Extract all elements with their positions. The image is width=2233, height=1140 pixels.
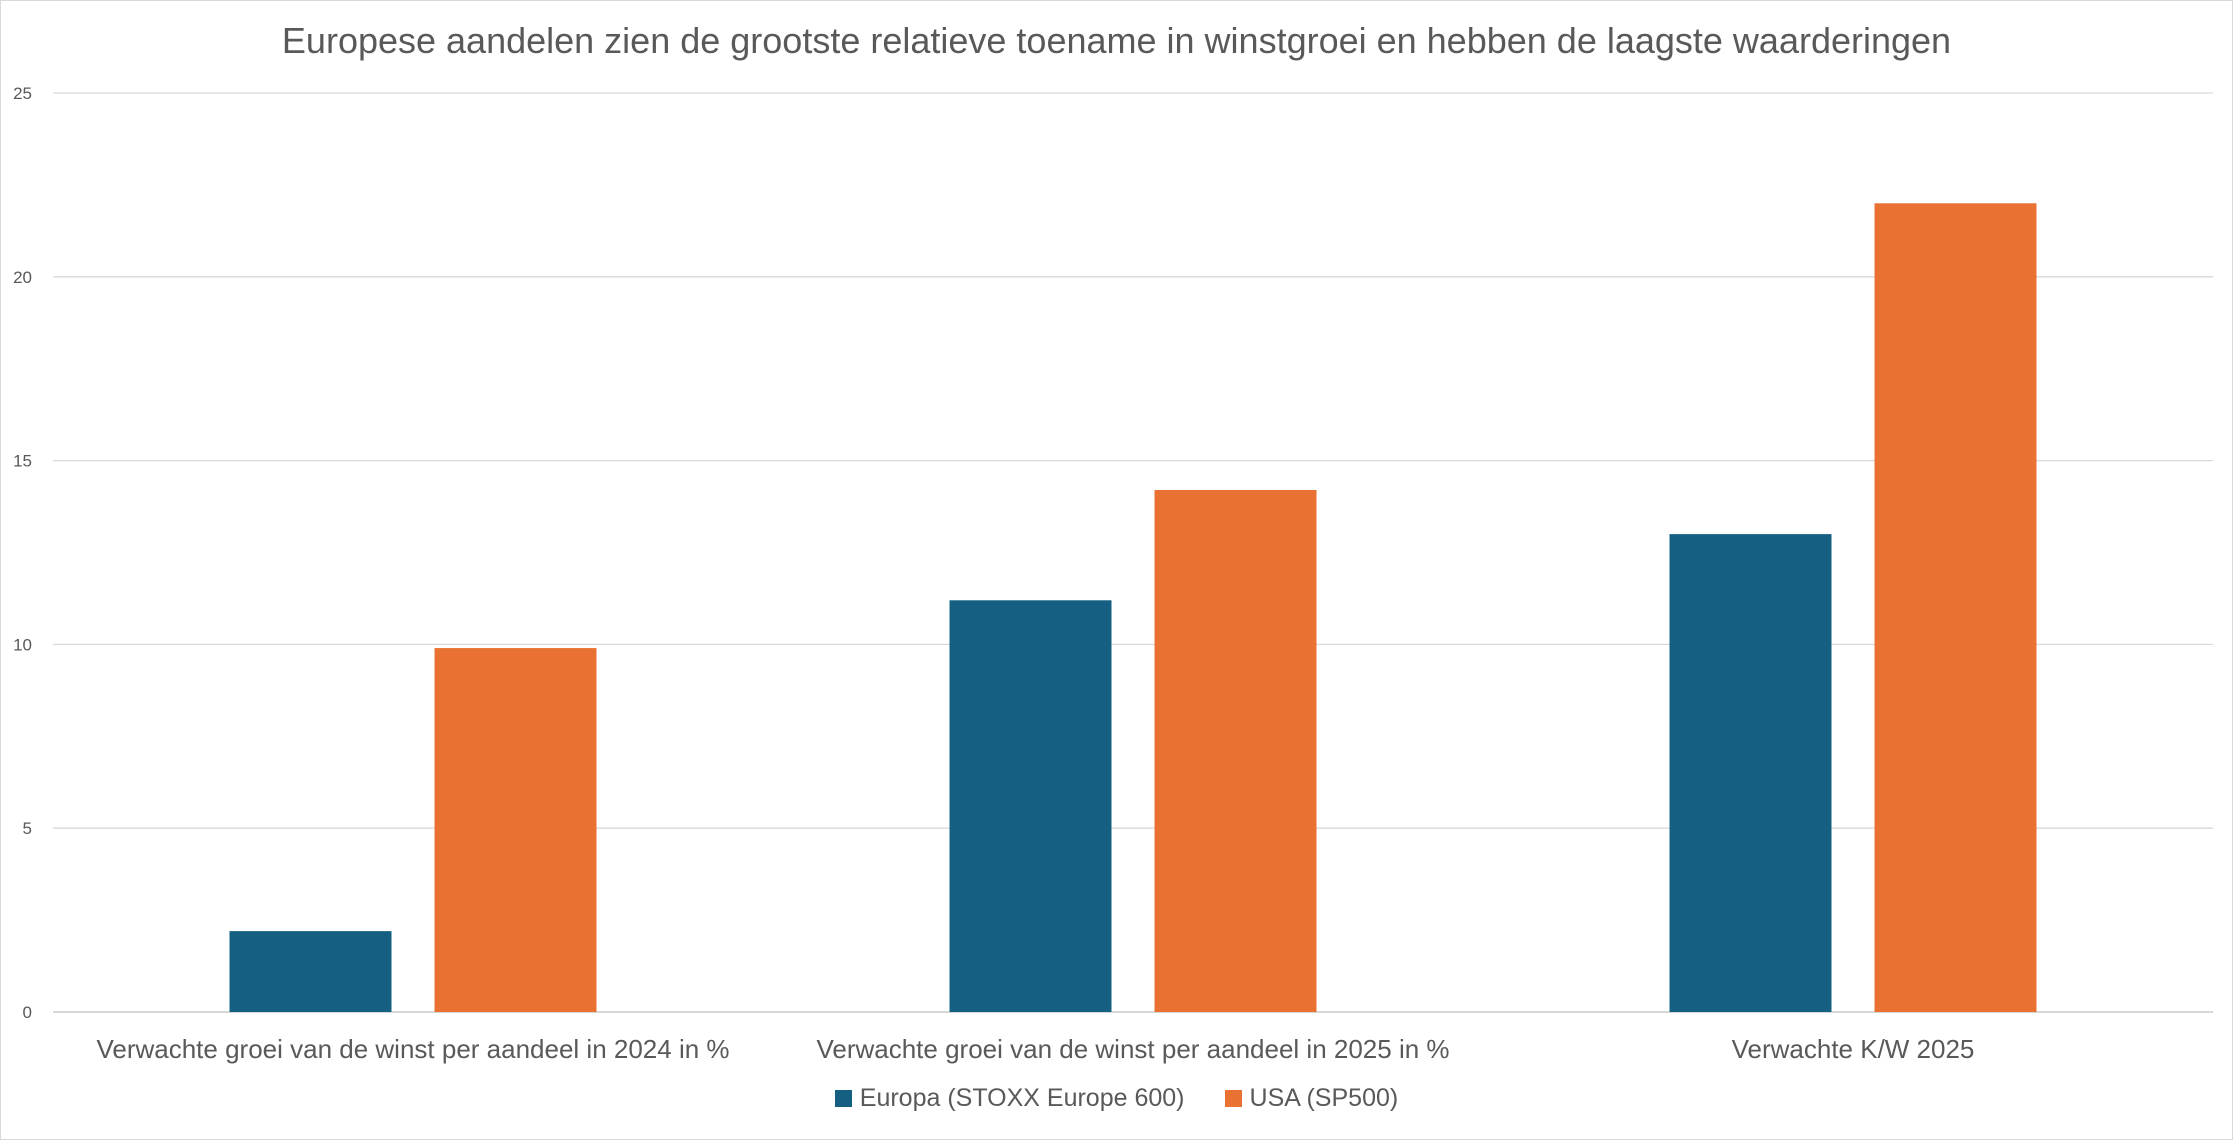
x-category-label: Verwachte groei van de winst per aandeel… [96,1034,729,1064]
chart-title: Europese aandelen zien de grootste relat… [281,20,1952,61]
y-tick-label: 15 [13,452,32,471]
y-tick-label: 0 [23,1003,32,1022]
legend-label-europa: Europa (STOXX Europe 600) [859,1084,1185,1112]
x-category-label: Verwachte K/W 2025 [1732,1034,1975,1064]
legend-swatch-europa [834,1090,852,1107]
y-tick-label: 25 [13,84,32,103]
legend-swatch-usa [1224,1090,1242,1107]
legend-item-europa: Europa (STOXX Europe 600) [834,1084,1185,1113]
y-tick-label: 5 [23,819,32,838]
y-tick-label: 20 [13,268,32,287]
x-category-label: Verwachte groei van de winst per aandeel… [816,1034,1449,1064]
bar-usa [1874,203,2037,1012]
y-tick-label: 10 [13,635,32,654]
bar-europa [1669,534,1832,1012]
legend-item-usa: USA (SP500) [1224,1084,1399,1113]
bar-usa [1154,490,1317,1012]
bar-europa [949,600,1112,1012]
legend-label-usa: USA (SP500) [1249,1084,1399,1112]
bar-usa [434,648,597,1012]
legend: Europa (STOXX Europe 600) USA (SP500) [0,1084,2233,1113]
bar-europa [229,931,392,1012]
